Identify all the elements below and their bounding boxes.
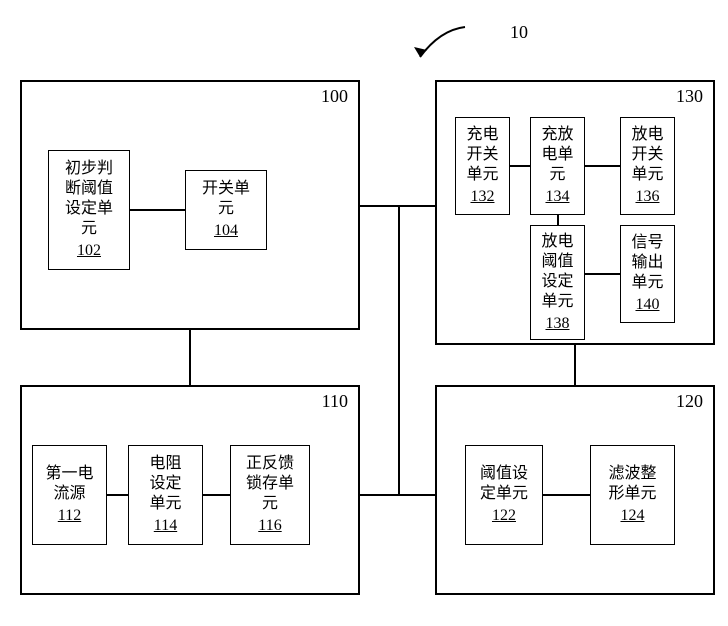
block-136: 放电开关单元136 <box>620 117 675 215</box>
block-140: 信号输出单元140 <box>620 225 675 323</box>
conn-g100-g130-h1 <box>360 205 400 207</box>
block-label: 阈值设定单元122 <box>480 464 528 526</box>
block-124: 滤波整形单元124 <box>590 445 675 545</box>
block-132: 充电开关单元132 <box>455 117 510 215</box>
conn-132-134 <box>510 165 530 167</box>
block-104: 开关单元104 <box>185 170 267 250</box>
block-label: 充电开关单元132 <box>466 125 498 207</box>
block-label: 正反馈锁存单元116 <box>246 454 294 536</box>
conn-112-114 <box>107 494 128 496</box>
conn-138-140 <box>585 273 620 275</box>
conn-134-136 <box>585 165 620 167</box>
conn-134-138 <box>557 215 559 225</box>
figure-ref: 10 <box>510 22 528 43</box>
block-label: 放电开关单元136 <box>631 125 663 207</box>
conn-g100-g130-v <box>398 205 400 496</box>
conn-g100-g130-h2 <box>398 205 435 207</box>
block-label: 第一电流源112 <box>45 464 93 526</box>
group-ref-110: 110 <box>322 391 348 412</box>
group-ref-100: 100 <box>321 86 348 107</box>
block-138: 放电阈值设定单元138 <box>530 225 585 340</box>
block-label: 开关单元104 <box>202 179 250 241</box>
conn-g130-g120 <box>574 345 576 385</box>
group-ref-120: 120 <box>676 391 703 412</box>
curved-arrow-icon <box>410 22 470 72</box>
block-label: 放电阈值设定单元138 <box>541 232 573 334</box>
group-ref-130: 130 <box>676 86 703 107</box>
conn-114-116 <box>203 494 230 496</box>
block-label: 滤波整形单元124 <box>608 464 656 526</box>
block-112: 第一电流源112 <box>32 445 107 545</box>
conn-122-124 <box>543 494 590 496</box>
block-134: 充放电单元134 <box>530 117 585 215</box>
conn-g100-g110 <box>189 330 191 385</box>
block-label: 电阻设定单元114 <box>149 454 181 536</box>
diagram-canvas: 10 100 初步判断阈值设定单元102 开关单元104 110 第一电流源11… <box>0 0 728 626</box>
block-102: 初步判断阈值设定单元102 <box>48 150 130 270</box>
block-116: 正反馈锁存单元116 <box>230 445 310 545</box>
block-label: 信号输出单元140 <box>631 233 663 315</box>
conn-102-104 <box>130 209 185 211</box>
block-122: 阈值设定单元122 <box>465 445 543 545</box>
block-label: 初步判断阈值设定单元102 <box>65 159 113 261</box>
block-label: 充放电单元134 <box>541 125 573 207</box>
block-114: 电阻设定单元114 <box>128 445 203 545</box>
